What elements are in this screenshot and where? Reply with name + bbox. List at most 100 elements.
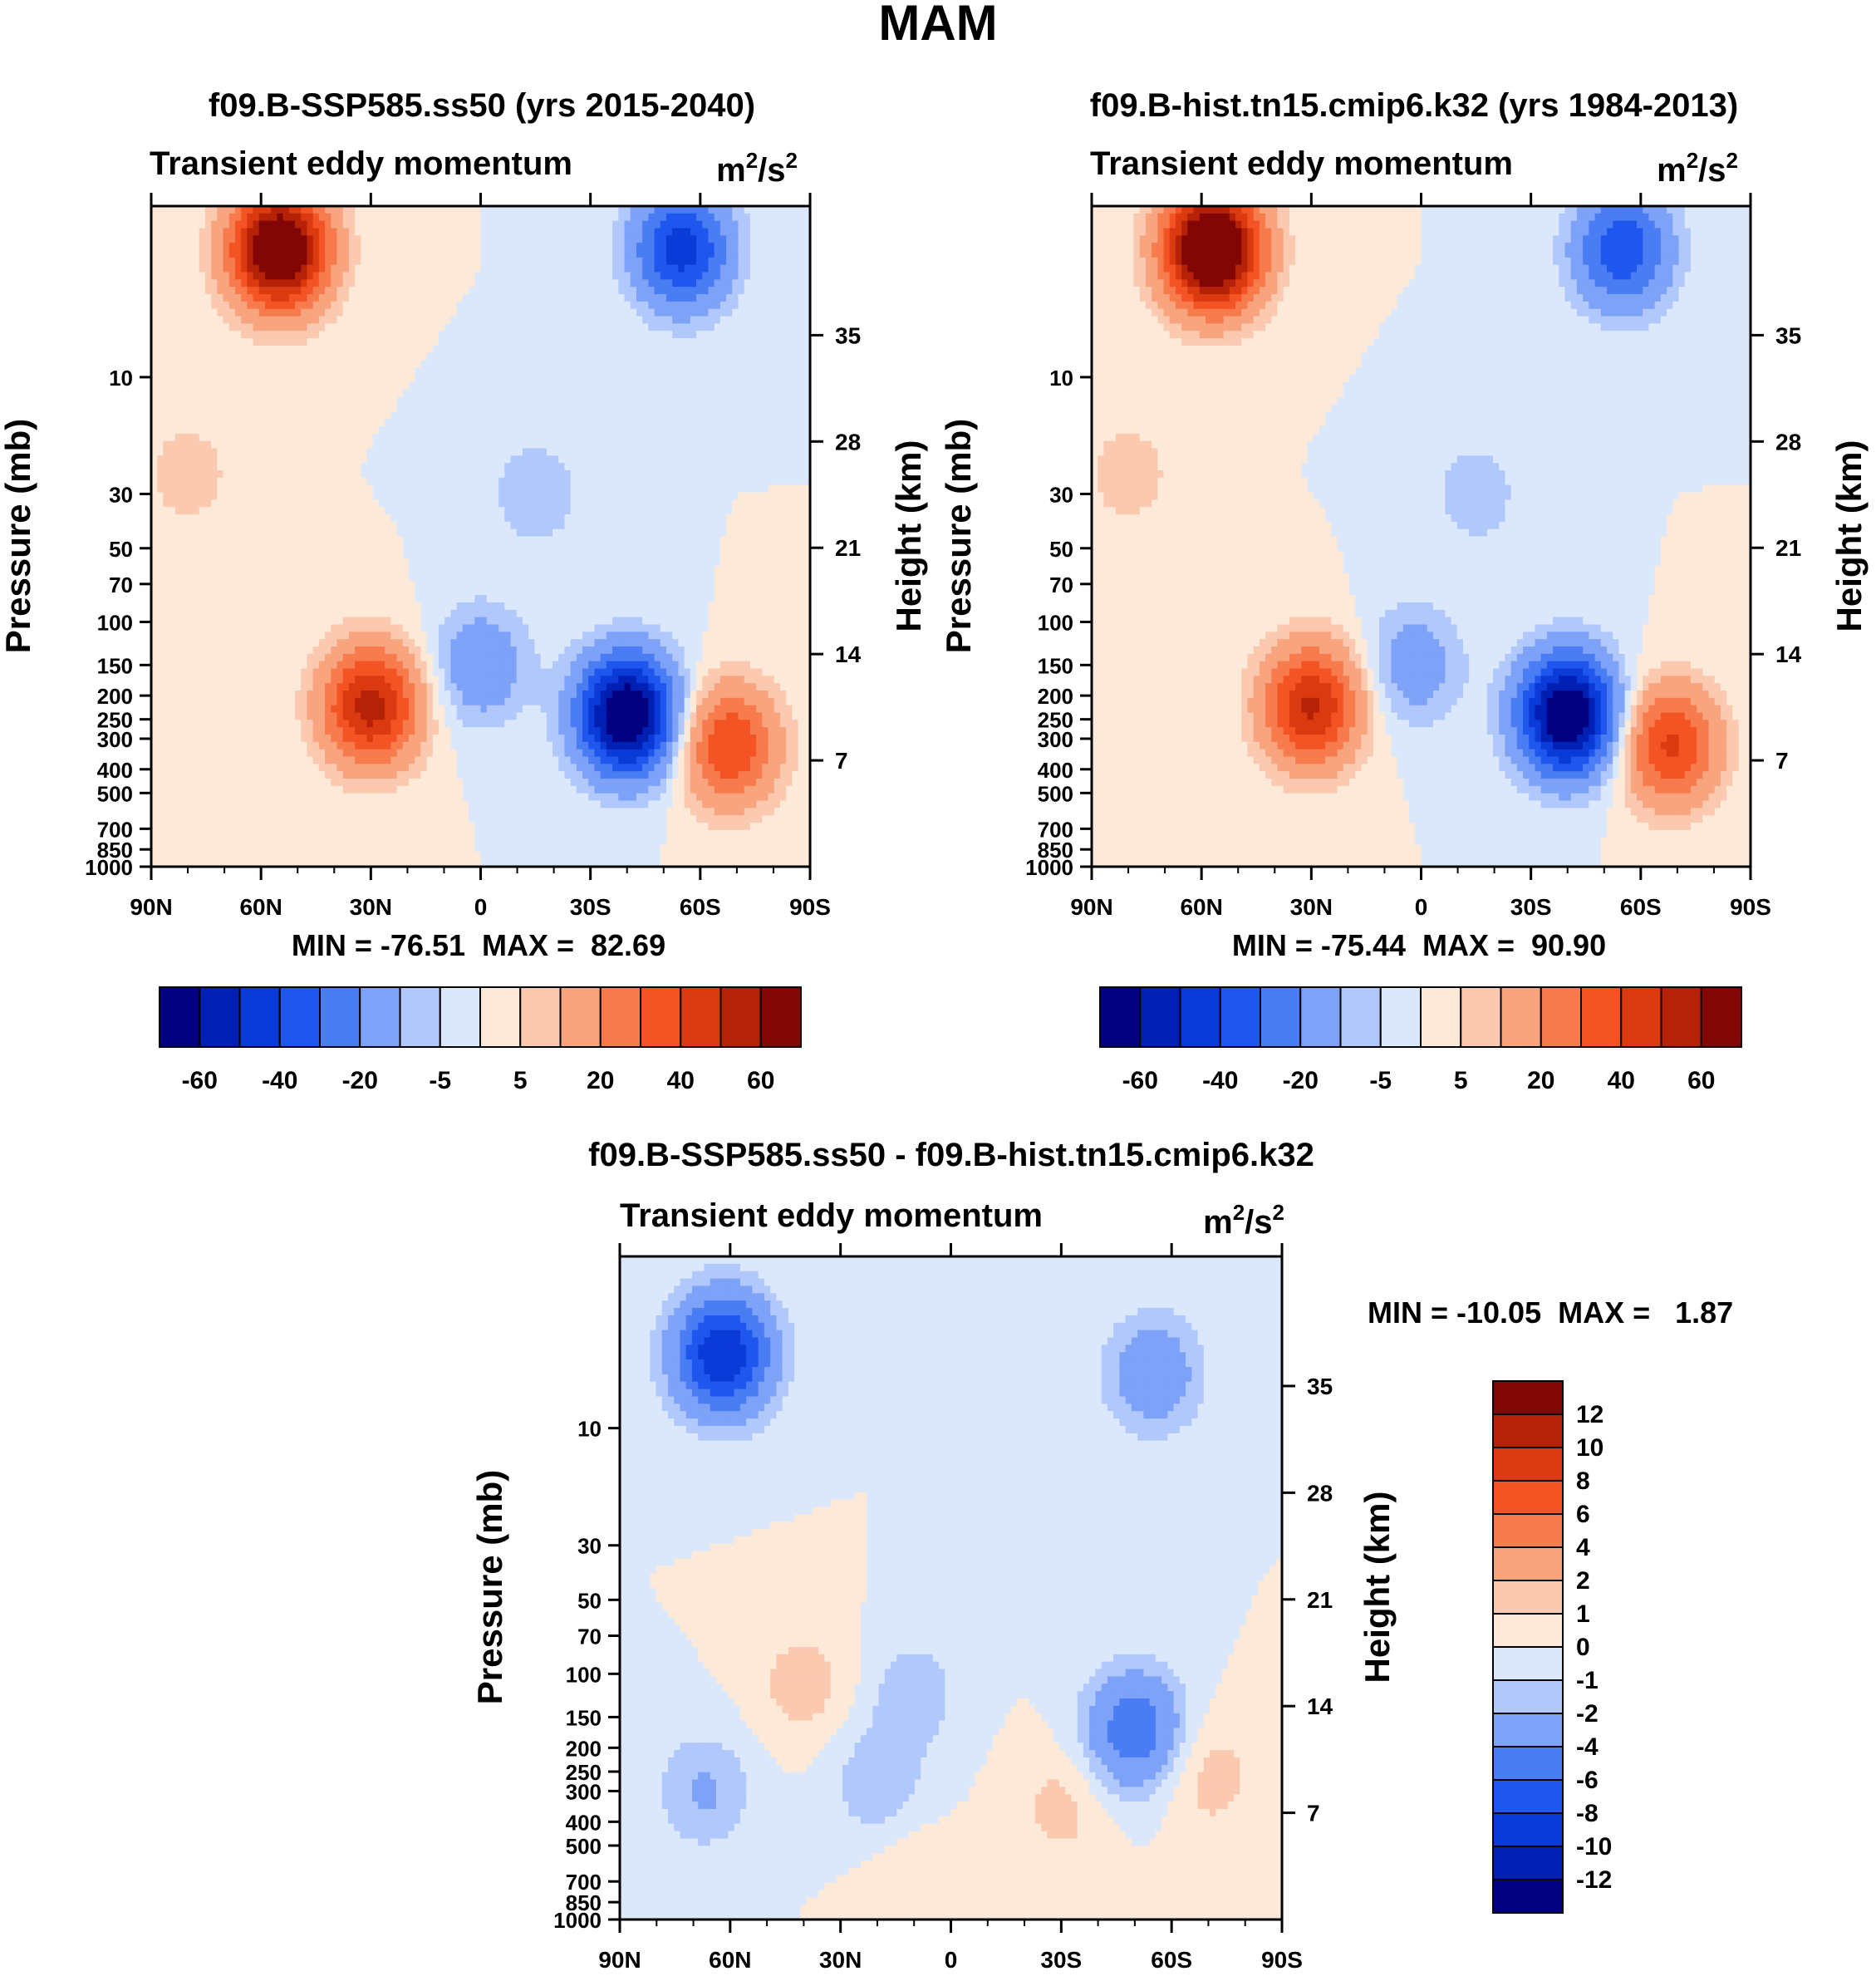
x-tick-label: 30N <box>819 1947 862 1973</box>
colorbar-label: -8 <box>1576 1800 1599 1827</box>
units-label: m2/s2 <box>1203 1200 1284 1241</box>
colorbar-box <box>240 987 280 1047</box>
y-tick-label: 1000 <box>553 1908 602 1933</box>
x-tick-label: 90N <box>1070 894 1112 920</box>
y2-axis-label: Height (km) <box>1829 440 1869 632</box>
y-axis-label: Pressure (mb) <box>0 419 37 653</box>
colorbar-box <box>520 987 560 1047</box>
colorbar-label: 0 <box>1576 1634 1590 1661</box>
x-tick-label: 0 <box>474 894 488 920</box>
colorbar-label: 8 <box>1576 1467 1590 1495</box>
variable-label: Transient eddy momentum <box>620 1197 1043 1234</box>
colorbar-box <box>1100 987 1140 1047</box>
y-tick-label: 200 <box>97 684 133 709</box>
colorbar-label: -2 <box>1576 1700 1599 1728</box>
y-tick-label: 10 <box>1049 366 1073 391</box>
colorbar-label: -1 <box>1576 1667 1599 1694</box>
colorbar: -60 -40 -20 -5 5 20 40 60 <box>1100 987 1741 1094</box>
y-tick-label: 400 <box>1038 758 1073 783</box>
y2-tick-label: 28 <box>1775 429 1801 455</box>
colorbar-label: 60 <box>1687 1067 1715 1094</box>
contour-field <box>1092 206 1751 868</box>
panel-title: f09.B-hist.tn15.cmip6.k32 (yrs 1984-2013… <box>1090 87 1738 124</box>
y2-axis-label: Height (km) <box>889 440 928 632</box>
colorbar-box <box>1493 1614 1563 1647</box>
colorbar-label: 40 <box>667 1067 695 1094</box>
x-tick-label: 0 <box>945 1947 958 1973</box>
y-tick-label: 70 <box>577 1625 602 1649</box>
colorbar-box <box>1493 1381 1563 1414</box>
colorbar-label: -5 <box>429 1067 451 1094</box>
min-max-label: MIN = -10.05 MAX = 1.87 <box>1368 1295 1733 1330</box>
min-max-label: MIN = -76.51 MAX = 82.69 <box>292 928 665 962</box>
colorbar-box <box>1493 1747 1563 1780</box>
colorbar-box <box>440 987 480 1047</box>
panel-hist: f09.B-hist.tn15.cmip6.k32 (yrs 1984-2013… <box>939 87 1869 1094</box>
y-tick-label: 50 <box>1049 537 1073 562</box>
y-tick-label: 30 <box>577 1534 602 1559</box>
colorbar-box <box>1493 1414 1563 1448</box>
colorbar-box <box>1581 987 1621 1047</box>
colorbar-label: 5 <box>513 1067 528 1094</box>
colorbar-box <box>561 987 601 1047</box>
colorbar-label: 6 <box>1576 1501 1590 1528</box>
y2-tick-label: 7 <box>1775 748 1789 774</box>
colorbar-box <box>400 987 440 1047</box>
y-tick-label: 500 <box>566 1834 602 1859</box>
colorbar-box <box>1662 987 1702 1047</box>
x-tick-label: 90N <box>130 894 172 920</box>
colorbar-box <box>1501 987 1541 1047</box>
y-tick-label: 100 <box>1038 610 1073 635</box>
y-tick-label: 10 <box>109 366 133 391</box>
colorbar-box <box>480 987 520 1047</box>
colorbar-label: 40 <box>1608 1067 1635 1094</box>
colorbar-box <box>1541 987 1581 1047</box>
y-tick-label: 70 <box>109 573 133 597</box>
y-tick-label: 100 <box>566 1662 602 1687</box>
colorbar-box <box>641 987 680 1047</box>
y-axis-label: Pressure (mb) <box>939 419 978 653</box>
colorbar-box <box>1702 987 1741 1047</box>
colorbar-box <box>1493 1448 1563 1481</box>
panel-ssp585: f09.B-SSP585.ss50 (yrs 2015-2040) Transi… <box>0 87 928 1094</box>
y2-tick-label: 14 <box>1775 641 1802 667</box>
x-tick-label: 30S <box>570 894 611 920</box>
y-tick-label: 100 <box>97 610 133 635</box>
colorbar-label: -20 <box>1283 1067 1319 1094</box>
figure: MAM f09.B-SSP585.ss50 (yrs 2015-2040) Tr… <box>0 0 1876 1981</box>
y2-tick-label: 28 <box>1307 1480 1333 1506</box>
colorbar-label: 20 <box>1527 1067 1554 1094</box>
colorbar-label: 12 <box>1576 1401 1603 1428</box>
min-max-label: MIN = -75.44 MAX = 90.90 <box>1232 928 1606 962</box>
colorbar-label: 20 <box>587 1067 614 1094</box>
x-tick-label: 60N <box>239 894 282 920</box>
colorbar-box <box>1493 1580 1563 1614</box>
colorbar-box <box>1493 1481 1563 1514</box>
y2-tick-label: 21 <box>1307 1587 1333 1613</box>
y-tick-label: 200 <box>1038 684 1073 709</box>
colorbar-box <box>1493 1846 1563 1880</box>
colorbar-box <box>1493 1547 1563 1580</box>
x-tick-label: 60S <box>1620 894 1662 920</box>
colorbar-label: -20 <box>342 1067 378 1094</box>
y-tick-label: 300 <box>1038 727 1073 752</box>
y-axis-label: Pressure (mb) <box>470 1470 509 1704</box>
variable-label: Transient eddy momentum <box>150 145 572 182</box>
y2-tick-label: 7 <box>835 748 848 774</box>
y-tick-label: 30 <box>1049 482 1073 507</box>
x-tick-label: 60N <box>1180 894 1222 920</box>
colorbar-box <box>1621 987 1661 1047</box>
colorbar-box <box>1493 1514 1563 1547</box>
y-tick-label: 150 <box>97 653 133 678</box>
variable-label: Transient eddy momentum <box>1090 145 1513 182</box>
colorbar-box <box>199 987 239 1047</box>
colorbar-box <box>280 987 320 1047</box>
x-tick-label: 90N <box>598 1947 641 1973</box>
x-tick-label: 60S <box>1151 1947 1192 1973</box>
y-tick-label: 10 <box>577 1417 602 1442</box>
x-tick-label: 90S <box>1730 894 1771 920</box>
y-tick-label: 150 <box>1038 653 1073 678</box>
units-label: m2/s2 <box>1657 148 1738 189</box>
colorbar-box <box>1260 987 1300 1047</box>
